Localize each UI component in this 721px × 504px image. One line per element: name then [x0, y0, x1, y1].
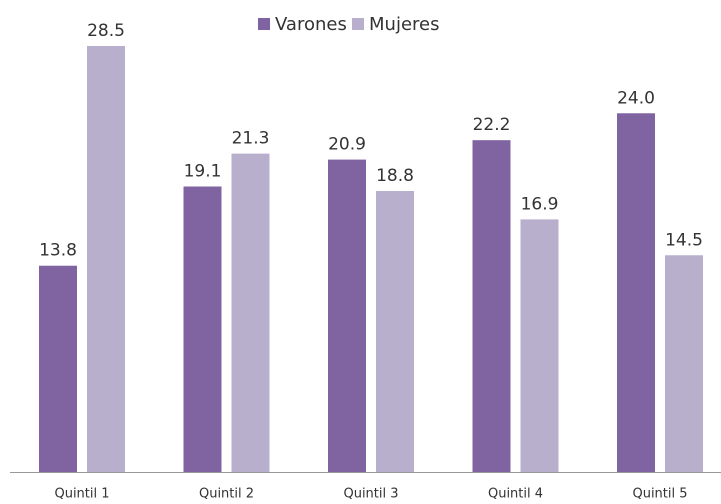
bar: [665, 255, 703, 472]
x-tick-label: Quintil 5: [632, 487, 687, 502]
x-tick-label: Quintil 3: [343, 487, 398, 502]
value-label: 24.0: [617, 88, 655, 108]
value-label: 13.8: [39, 241, 77, 261]
bar: [617, 113, 655, 473]
value-label: 22.2: [473, 115, 511, 135]
legend-label: Varones: [275, 14, 347, 35]
bar: [87, 46, 125, 472]
bar: [231, 153, 270, 473]
legend-swatch: [352, 18, 364, 30]
value-label: 21.3: [232, 129, 270, 149]
bar: [520, 219, 559, 472]
legend-swatch: [258, 18, 270, 30]
value-label: 19.1: [184, 162, 222, 182]
x-tick-label: Quintil 4: [488, 487, 543, 502]
value-label: 18.8: [376, 166, 414, 186]
value-label: 20.9: [328, 135, 366, 155]
legend-label: Mujeres: [369, 14, 439, 35]
value-label: 16.9: [521, 194, 559, 214]
value-label: 28.5: [87, 21, 125, 41]
bar: [183, 186, 222, 473]
x-tick-label: Quintil 1: [54, 487, 109, 502]
value-label: 14.5: [665, 230, 703, 250]
bar: [472, 140, 511, 472]
x-tick-label: Quintil 2: [199, 487, 254, 502]
bar: [376, 190, 414, 472]
bar: [39, 265, 77, 472]
bar: [328, 159, 366, 472]
